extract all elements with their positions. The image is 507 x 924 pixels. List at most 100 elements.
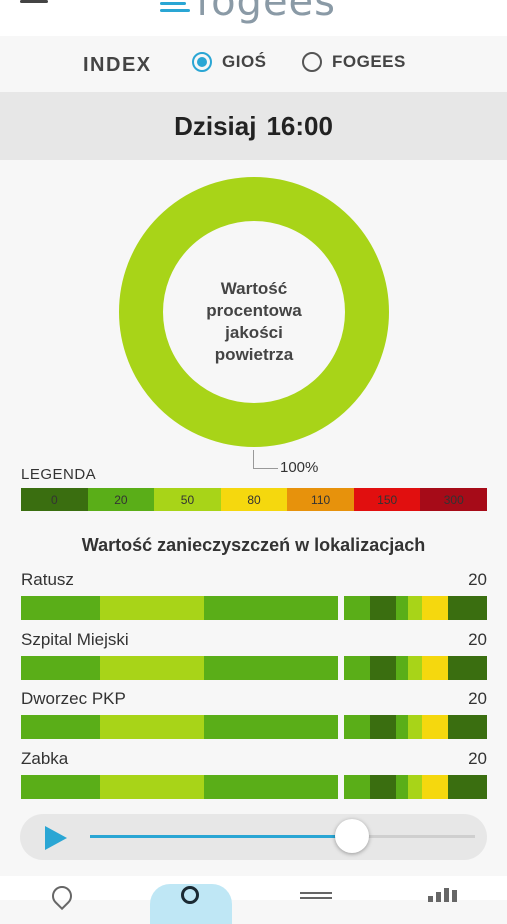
radio-gios-label: GIOŚ bbox=[222, 52, 267, 71]
legend-segment: 20 bbox=[87, 488, 155, 511]
pollution-section-title: Wartość zanieczyszczeń w lokalizacjach bbox=[81, 535, 426, 555]
percent-leader-line bbox=[253, 450, 278, 469]
pollution-bar-segment bbox=[249, 596, 294, 620]
timeline-slider-thumb[interactable] bbox=[334, 819, 369, 853]
pollution-bar-segment bbox=[448, 715, 468, 739]
pollution-bar-segment bbox=[422, 775, 448, 799]
legend-segment: 0 bbox=[21, 488, 88, 511]
radio-unchecked-icon[interactable] bbox=[302, 52, 322, 72]
bar-chart-icon[interactable] bbox=[428, 888, 458, 902]
gauge-ring bbox=[119, 177, 389, 447]
radio-checked-icon[interactable] bbox=[192, 52, 212, 72]
pollution-bar-segment bbox=[370, 715, 396, 739]
location-item[interactable]: Szpital Miejski 20 bbox=[21, 630, 487, 685]
pollution-bar-segment bbox=[468, 596, 487, 620]
pollution-bar-segment bbox=[468, 656, 487, 680]
location-value: 20 bbox=[468, 689, 487, 708]
location-value: 20 bbox=[468, 570, 487, 589]
pollution-bar-segment bbox=[448, 596, 468, 620]
date-day: Dzisiaj bbox=[174, 110, 257, 141]
bottom-navigation bbox=[0, 876, 507, 924]
app-logo: fogees bbox=[160, 0, 336, 25]
pollution-bar-segment bbox=[294, 596, 338, 620]
location-item[interactable]: Zabka 20 bbox=[21, 749, 487, 804]
pollution-bar-segment bbox=[152, 715, 204, 739]
pollution-bar-segment bbox=[294, 775, 338, 799]
pollution-bar-segment bbox=[204, 715, 249, 739]
gauge-text-line: jakości bbox=[225, 323, 283, 342]
logo-mark-icon bbox=[160, 0, 190, 13]
pollution-bar-left bbox=[21, 656, 338, 680]
gauge-text-line: Wartość bbox=[220, 279, 288, 298]
location-name: Szpital Miejski bbox=[21, 630, 129, 649]
date-time: 16:00 bbox=[266, 110, 333, 141]
pollution-bar-segment bbox=[100, 775, 152, 799]
timeline-progress bbox=[90, 835, 352, 838]
pollution-bar-segment bbox=[204, 656, 249, 680]
list-icon[interactable] bbox=[300, 892, 332, 902]
index-label: INDEX bbox=[83, 54, 152, 76]
pollution-bar-segment bbox=[422, 656, 448, 680]
pollution-bar-segment bbox=[100, 596, 152, 620]
pollution-bar-segment bbox=[344, 775, 370, 799]
pollution-bar-segment bbox=[396, 715, 408, 739]
pollution-bar-right bbox=[344, 596, 487, 620]
legend-segment: 80 bbox=[220, 488, 288, 511]
gauge-icon bbox=[181, 886, 199, 904]
radio-fogees-label: FOGEES bbox=[332, 52, 406, 71]
pollution-bar-segment bbox=[21, 656, 100, 680]
pollution-bar-segment bbox=[448, 656, 468, 680]
pollution-bar-right bbox=[344, 775, 487, 799]
pollution-bar-segment bbox=[204, 596, 249, 620]
pollution-bar-left bbox=[21, 596, 338, 620]
top-bar: fogees bbox=[0, 0, 507, 36]
play-icon[interactable] bbox=[45, 826, 67, 850]
pollution-bar-segment bbox=[408, 656, 422, 680]
pollution-bar-segment bbox=[422, 596, 448, 620]
pollution-bar-segment bbox=[468, 715, 487, 739]
legend-bar: 0 20 50 80 110 150 300 bbox=[21, 488, 488, 511]
pollution-bar-segment bbox=[249, 656, 294, 680]
pollution-bar-right bbox=[344, 715, 487, 739]
pollution-bar-left bbox=[21, 715, 338, 739]
pollution-bar-segment bbox=[100, 656, 152, 680]
legend-segment: 300 bbox=[420, 488, 488, 511]
map-pin-icon[interactable] bbox=[47, 881, 77, 911]
pollution-bar-segment bbox=[448, 775, 468, 799]
pollution-bar-segment bbox=[152, 656, 204, 680]
location-name: Zabka bbox=[21, 749, 69, 768]
pollution-bar-right bbox=[344, 656, 487, 680]
pollution-bar-segment bbox=[408, 596, 422, 620]
legend-segment: 50 bbox=[154, 488, 221, 511]
pollution-bar-segment bbox=[249, 715, 294, 739]
pollution-bar-segment bbox=[294, 715, 338, 739]
pollution-bar-segment bbox=[344, 656, 370, 680]
pollution-bar-segment bbox=[21, 715, 100, 739]
timeline-player bbox=[20, 814, 487, 860]
pollution-bar-segment bbox=[21, 596, 100, 620]
location-name: Ratusz bbox=[21, 570, 74, 589]
legend-title: LEGENDA bbox=[21, 466, 97, 483]
pollution-bar-segment bbox=[294, 656, 338, 680]
location-item[interactable]: Ratusz 20 bbox=[21, 570, 487, 625]
pollution-bar-segment bbox=[344, 596, 370, 620]
pollution-bar-segment bbox=[370, 775, 396, 799]
pollution-bar-segment bbox=[152, 596, 204, 620]
gauge-tab-active[interactable] bbox=[150, 884, 232, 924]
pollution-bar-segment bbox=[396, 596, 408, 620]
location-bars bbox=[21, 656, 487, 680]
date-bar: Dzisiaj 16:00 bbox=[0, 92, 507, 160]
legend-segment: 110 bbox=[287, 488, 354, 511]
pollution-bar-segment bbox=[249, 775, 294, 799]
radio-gios[interactable]: GIOŚ bbox=[192, 52, 267, 72]
hamburger-menu-icon[interactable] bbox=[20, 0, 48, 10]
pollution-bar-segment bbox=[344, 715, 370, 739]
radio-fogees[interactable]: FOGEES bbox=[302, 52, 406, 72]
percent-label: 100% bbox=[280, 459, 319, 476]
location-value: 20 bbox=[468, 630, 487, 649]
gauge-center-text: Wartość procentowa jakości powietrza bbox=[180, 278, 328, 366]
index-selector: INDEX GIOŚ FOGEES bbox=[0, 36, 507, 92]
pollution-bar-segment bbox=[396, 656, 408, 680]
location-item[interactable]: Dworzec PKP 20 bbox=[21, 689, 487, 744]
timeline-slider[interactable] bbox=[90, 819, 475, 853]
